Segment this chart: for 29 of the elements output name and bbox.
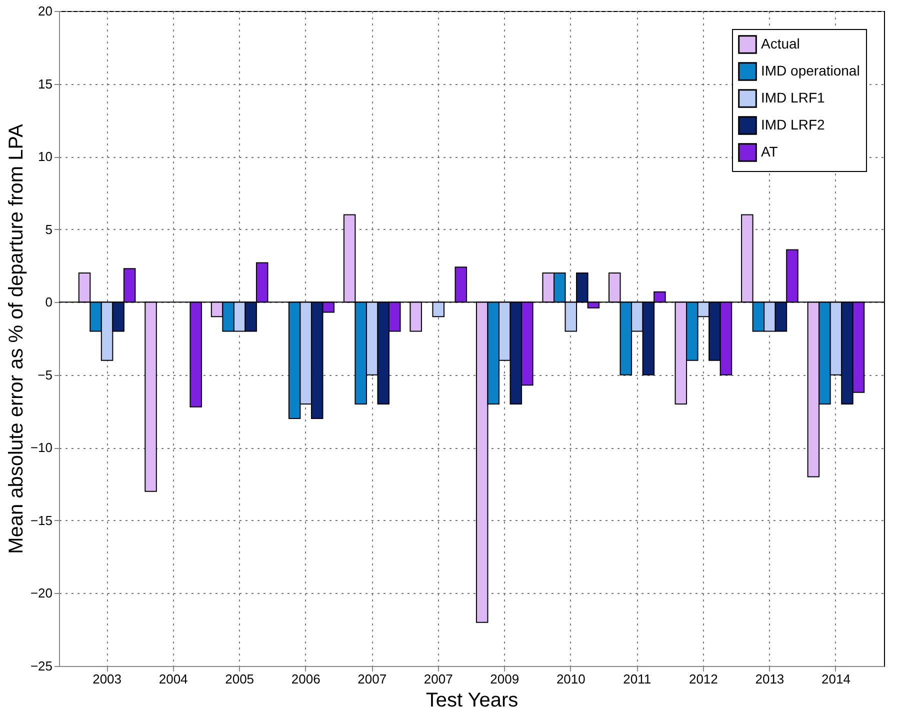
x-tick-label: 2009 [490,672,520,686]
y-tick-label: 20 [38,4,52,18]
x-tick-label: 2006 [291,672,320,686]
y-tick-label: −20 [30,586,52,601]
y-tick-label: 0 [45,294,52,310]
x-tick-label: 2011 [623,672,652,686]
x-tick-label: 2014 [821,672,850,686]
y-tick-label: 10 [38,149,52,164]
y-axis-title: Mean absolute error as % of departure from LPA [5,123,28,554]
legend-label: Actual [761,36,800,52]
y-tick-label: −5 [38,367,52,382]
legend-label: IMD LRF2 [761,116,825,132]
x-axis-title: Test Years [426,690,518,712]
y-tick-label: 15 [38,76,52,92]
x-tick-label: 2007 [424,672,453,686]
x-tick-label: 2004 [158,672,188,686]
y-tick-label: −25 [30,658,52,674]
x-tick-label: 2007 [358,672,387,686]
y-tick-label: −15 [30,512,52,528]
x-tick-label: 2010 [556,672,586,686]
legend-label: IMD LRF1 [761,90,825,106]
x-tick-label: 2005 [225,672,254,686]
legend-label: IMD operational [761,62,860,78]
x-tick-label: 2013 [755,672,784,686]
x-tick-label: 2003 [92,672,122,686]
y-tick-label: 5 [45,222,52,237]
y-tick-label: −10 [30,440,52,456]
x-tick-label: 2012 [688,672,718,686]
legend-label: AT [761,144,778,160]
